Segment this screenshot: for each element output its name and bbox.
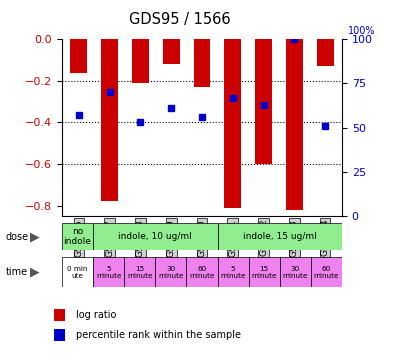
Bar (255, 39, 272, 164)
Bar (132, 39, 149, 83)
Bar (249, 257, 280, 287)
Bar (124, 257, 155, 287)
Bar (194, 39, 210, 87)
Bar (218, 257, 249, 287)
Bar (286, 39, 303, 210)
Bar (70, 39, 87, 72)
Text: 5
minute: 5 minute (220, 266, 246, 279)
Bar (186, 257, 218, 287)
Text: 100%: 100% (348, 26, 375, 36)
Bar (163, 39, 180, 64)
Bar (280, 257, 311, 287)
Text: indole, 15 ug/ml: indole, 15 ug/ml (243, 232, 317, 241)
Text: percentile rank within the sample: percentile rank within the sample (76, 330, 242, 340)
Text: no
indole: no indole (64, 227, 92, 246)
Text: 5
minute: 5 minute (96, 266, 122, 279)
Bar (93, 223, 218, 250)
Bar (62, 257, 93, 287)
Bar (54, 310, 64, 321)
Text: ▶: ▶ (30, 266, 40, 279)
Text: 30
minute: 30 minute (282, 266, 308, 279)
Text: 60
minute: 60 minute (314, 266, 339, 279)
Text: 60
minute: 60 minute (189, 266, 215, 279)
Text: 30
minute: 30 minute (158, 266, 184, 279)
Text: ▶: ▶ (30, 230, 40, 243)
Text: GDS95 / 1566: GDS95 / 1566 (129, 12, 231, 27)
Bar (224, 39, 241, 208)
Text: 15
minute: 15 minute (252, 266, 277, 279)
Bar (218, 223, 342, 250)
Bar (62, 223, 93, 250)
Text: 15
minute: 15 minute (127, 266, 152, 279)
Text: 0 min
ute: 0 min ute (67, 266, 88, 279)
Bar (101, 39, 118, 201)
Bar (93, 257, 124, 287)
Text: indole, 10 ug/ml: indole, 10 ug/ml (118, 232, 192, 241)
Text: log ratio: log ratio (76, 311, 117, 321)
Bar (155, 257, 186, 287)
Bar (54, 329, 64, 341)
Text: time: time (6, 267, 28, 277)
Text: dose: dose (6, 231, 29, 242)
Bar (317, 39, 334, 66)
Bar (311, 257, 342, 287)
